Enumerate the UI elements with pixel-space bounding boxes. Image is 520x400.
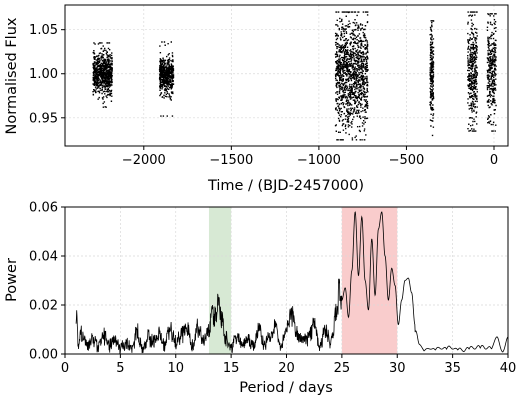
flux-points [92, 42, 113, 108]
observation-segment [334, 11, 369, 141]
light-curve-ticks: −2000 −1500 −1000 −500 0 0.95 1.00 1.05 [29, 23, 498, 168]
observation-segment [92, 42, 113, 108]
periodogram-y-label: Power [4, 258, 20, 302]
y-tick-label: 0.06 [29, 201, 58, 216]
x-tick-label: −1000 [297, 153, 341, 168]
y-tick-label: 0.00 [29, 348, 58, 363]
observation-segment [158, 41, 175, 117]
x-tick-label: 5 [116, 361, 124, 376]
x-tick-label: 40 [500, 361, 517, 376]
periodogram-panel: 0 5 10 15 20 25 30 35 40 0.00 0.02 0.04 0.06 Period … [4, 201, 516, 397]
observation-segment [467, 11, 479, 132]
x-tick-label: −500 [389, 153, 425, 168]
y-tick-label: 0.02 [29, 299, 58, 314]
light-curve-x-label: Time / (BJD-2457000) [207, 178, 364, 194]
x-tick-label: 25 [334, 361, 351, 376]
y-tick-label: 0.04 [29, 250, 58, 265]
observation-segment [486, 13, 497, 132]
flux-points [158, 41, 175, 117]
flux-points [486, 13, 497, 132]
x-tick-label: 20 [278, 361, 295, 376]
x-tick-label: 0 [61, 361, 69, 376]
light-curve-panel: −2000 −1500 −1000 −500 0 0.95 1.00 1.05 Time / … [4, 4, 509, 194]
x-tick-label: 0 [490, 153, 498, 168]
x-tick-label: −2000 [122, 153, 166, 168]
x-tick-label: 30 [389, 361, 406, 376]
flux-points [334, 11, 369, 141]
periodogram-x-label: Period / days [239, 380, 333, 396]
y-tick-label: 1.00 [29, 67, 58, 82]
flux-points [429, 20, 435, 137]
x-tick-label: 35 [444, 361, 461, 376]
y-tick-label: 0.95 [29, 111, 58, 126]
light-curve-grid [65, 5, 508, 146]
periodogram-ticks: 0 5 10 15 20 25 30 35 40 0.00 0.02 0.04 0.06 [29, 201, 516, 377]
light-curve-frame [64, 4, 509, 147]
periodogram-line [75, 211, 509, 354]
flux-points [467, 11, 479, 132]
highlight-band [208, 207, 232, 354]
y-tick-label: 1.05 [29, 23, 58, 38]
observation-segment [429, 20, 435, 137]
light-curve-y-label: Normalised Flux [4, 17, 20, 134]
x-tick-label: 15 [223, 361, 240, 376]
light-curve-points [92, 11, 497, 141]
x-tick-label: −1500 [209, 153, 253, 168]
x-tick-label: 10 [167, 361, 184, 376]
